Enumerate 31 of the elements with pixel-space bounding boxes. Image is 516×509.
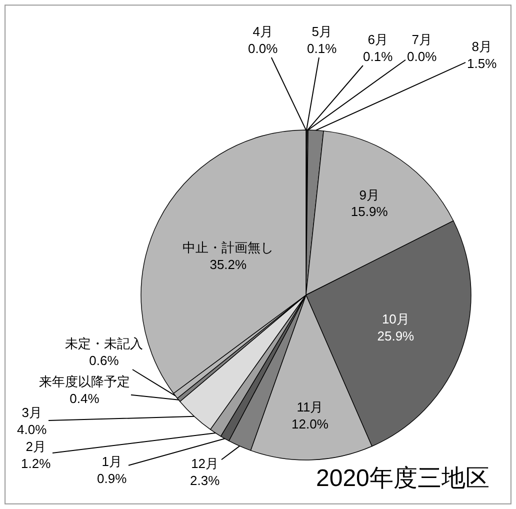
slice-label: 1月: [102, 454, 122, 469]
category-label: 7月: [412, 32, 432, 47]
slice-label: 9月: [359, 187, 380, 202]
text: 0.0%: [407, 48, 437, 64]
category-label: 4月: [252, 24, 273, 39]
slice-label: 来年度以降予定: [39, 374, 130, 389]
data-label: 1.5%: [467, 56, 498, 71]
data-label: 1.2%: [21, 456, 52, 471]
data-label: 0.1%: [363, 48, 394, 64]
slice-label: 5月: [312, 24, 332, 39]
data-label: 15.9%: [350, 204, 388, 220]
slice-label: 未定・未記入: [65, 336, 143, 351]
slice-label: 11月: [296, 400, 324, 415]
slice-label: 2月: [26, 439, 46, 454]
data-label: 0.6%: [89, 352, 120, 368]
data-label: 0.1%: [307, 40, 338, 56]
slice-label: 8月: [472, 39, 492, 54]
data-label: 2.3%: [190, 472, 220, 488]
data-label: 35.2%: [210, 256, 248, 272]
data-label: 12.0%: [292, 416, 329, 432]
text: 2020年度三地区: [316, 465, 490, 492]
data-label: 25.9%: [377, 328, 415, 344]
data-label: 4.0%: [17, 422, 48, 437]
slice-label: 12月: [191, 456, 219, 471]
slice-label: 3月: [22, 405, 42, 420]
data-label: 0.9%: [97, 470, 128, 486]
slice-label: 10月: [382, 312, 410, 327]
slice-label: 中止・計画無し: [182, 240, 274, 255]
slice-label: 6月: [368, 32, 388, 47]
data-label: 0.4%: [70, 390, 100, 406]
text: 0.0%: [248, 40, 278, 56]
